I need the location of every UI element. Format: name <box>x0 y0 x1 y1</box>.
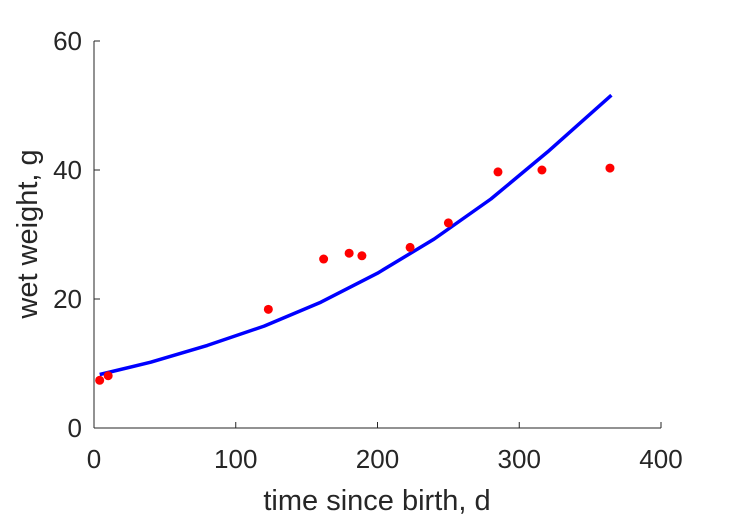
axes <box>93 41 661 429</box>
y-tick-label: 60 <box>53 26 82 56</box>
data-point <box>443 218 453 228</box>
x-axis-label: time since birth, d <box>263 485 490 517</box>
data-point <box>344 248 354 258</box>
fit-curve <box>99 93 613 377</box>
x-tick-label: 400 <box>639 444 682 474</box>
x-tick-label: 100 <box>214 444 257 474</box>
data-point <box>537 165 547 175</box>
x-tick-label: 300 <box>498 444 541 474</box>
data-point <box>319 254 329 264</box>
x-tick-label: 0 <box>87 444 101 474</box>
y-tick-label: 20 <box>53 284 82 314</box>
data-points <box>95 163 615 385</box>
data-point <box>95 375 105 385</box>
data-point <box>493 167 503 177</box>
data-point <box>405 242 415 252</box>
data-point <box>605 163 615 173</box>
data-point <box>103 371 113 381</box>
x-ticks: 0 100 200 300 400 <box>87 422 683 474</box>
data-point <box>357 251 367 261</box>
data-point <box>263 304 273 314</box>
y-ticks: 0 20 40 60 <box>53 26 100 443</box>
y-axis-label: wet weight, g <box>12 149 44 319</box>
y-tick-label: 40 <box>53 155 82 185</box>
x-tick-label: 200 <box>356 444 399 474</box>
fit-curve-line <box>99 93 613 377</box>
y-tick-label: 0 <box>68 413 82 443</box>
